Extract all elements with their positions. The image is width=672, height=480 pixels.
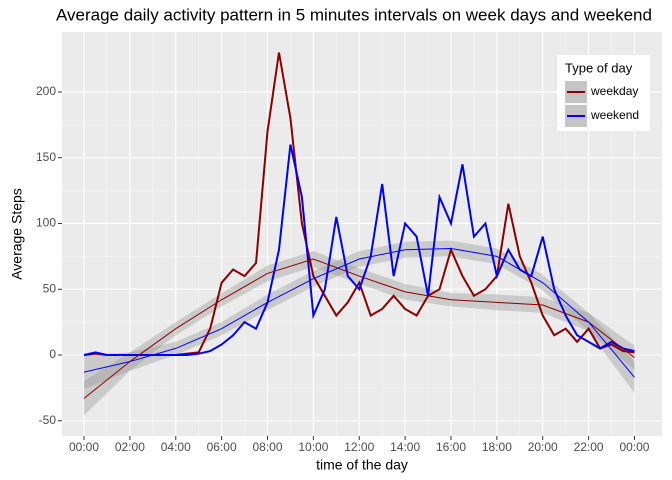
x-tick-label: 06:00 <box>207 440 237 454</box>
y-tick-label: -50 <box>39 413 57 427</box>
x-axis-title: time of the day <box>316 457 408 473</box>
x-tick-label: 04:00 <box>161 440 191 454</box>
x-tick-label: 00:00 <box>69 440 99 454</box>
y-tick-label: 50 <box>43 281 57 295</box>
x-tick-label: 18:00 <box>482 440 512 454</box>
legend-label: weekend <box>590 108 639 122</box>
legend-label: weekday <box>590 84 638 98</box>
y-tick-label: 100 <box>36 216 56 230</box>
legend-title: Type of day <box>565 60 633 75</box>
series-line <box>83 144 635 356</box>
y-tick-label: 200 <box>36 84 56 98</box>
x-tick-label: 20:00 <box>528 440 558 454</box>
x-tick-label: 10:00 <box>298 440 328 454</box>
x-tick-label: 12:00 <box>344 440 374 454</box>
y-tick-label: 0 <box>49 347 56 361</box>
x-tick-label: 14:00 <box>390 440 420 454</box>
x-tick-label: 16:00 <box>436 440 466 454</box>
x-tick-label: 00:00 <box>619 440 649 454</box>
smooth-line <box>83 258 635 399</box>
chart-title: Average daily activity pattern in 5 minu… <box>56 5 652 24</box>
y-axis-title: Average Steps <box>9 188 25 280</box>
y-tick-label: 150 <box>36 150 56 164</box>
x-tick-label: 08:00 <box>252 440 282 454</box>
smooth-line <box>83 247 635 378</box>
x-tick-label: 22:00 <box>574 440 604 454</box>
x-tick-label: 02:00 <box>115 440 145 454</box>
